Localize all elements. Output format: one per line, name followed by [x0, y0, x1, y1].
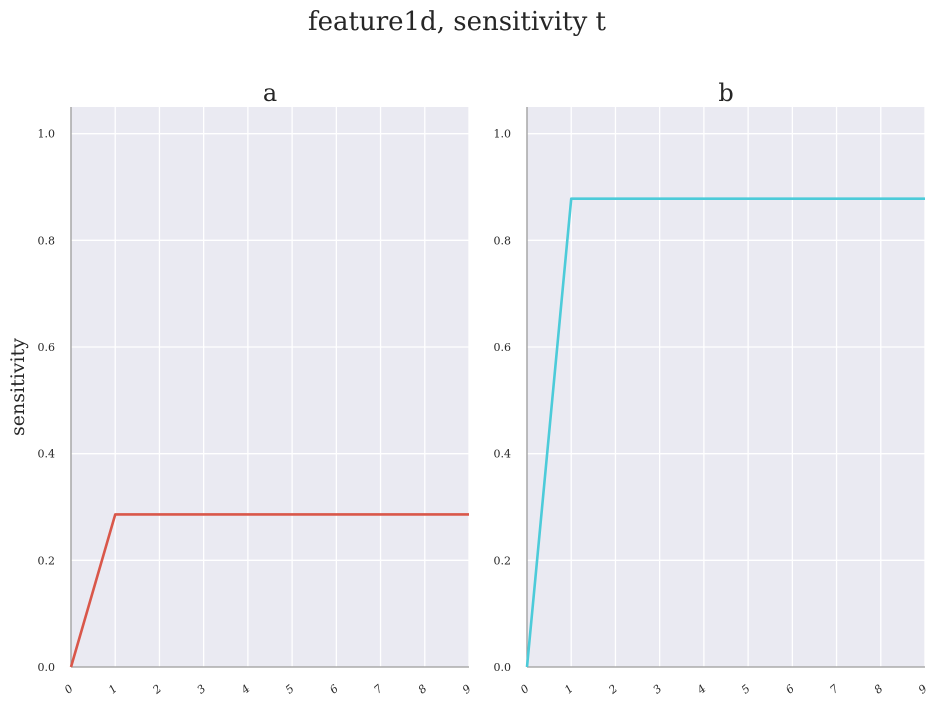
x-tick-label: 4 [238, 682, 252, 697]
figure-title: feature1d, sensitivity t [308, 7, 607, 37]
x-tick-label: 9 [460, 682, 474, 696]
y-tick-label: 0.0 [494, 661, 512, 674]
x-tick-label: 5 [739, 682, 753, 696]
y-tick-label: 0.6 [38, 341, 56, 354]
x-tick-label: 3 [195, 682, 209, 696]
y-tick-label: 0.2 [38, 554, 56, 567]
y-tick-label: 0.8 [38, 234, 56, 247]
y-tick-label: 1.0 [38, 128, 56, 141]
x-tick-label: 0 [62, 682, 76, 696]
x-tick-label: 3 [651, 682, 665, 696]
x-tick-label: 7 [371, 682, 385, 696]
y-axis-label: sensitivity [7, 338, 29, 436]
x-tick-label: 5 [283, 682, 297, 696]
y-tick-label: 0.2 [494, 554, 512, 567]
x-tick-label: 4 [694, 682, 708, 697]
x-tick-label: 7 [827, 682, 841, 696]
y-tick-label: 0.0 [38, 661, 56, 674]
series-line [69, 513, 469, 668]
y-tick-label: 0.6 [494, 341, 512, 354]
x-tick-label: 2 [606, 682, 620, 697]
panels: 0.0 0.2 0.4 0.6 0.8 1.0 0 1 2 3 4 5 6 7 8 9 a sensitivity… [7, 79, 930, 697]
x-tick-label: 0 [518, 682, 532, 696]
x-tick-label: 6 [327, 682, 341, 696]
series-line [525, 197, 925, 668]
panel-a: 0.0 0.2 0.4 0.6 0.8 1.0 0 1 2 3 4 5 6 7 8 9 a sensitivity [7, 79, 474, 697]
y-tick-label: 0.8 [494, 234, 512, 247]
y-tick-label: 0.4 [494, 448, 512, 461]
y-tick-label: 0.4 [38, 448, 56, 461]
x-tick-label: 8 [416, 682, 430, 696]
x-tick-label: 1 [562, 682, 576, 696]
panel-title: b [718, 79, 733, 107]
plot-background [527, 107, 925, 667]
x-tick-label: 8 [872, 682, 886, 696]
panel-b: 0.0 0.2 0.4 0.6 0.8 1.0 0 1 2 3 4 5 6 7 8 9 b [494, 79, 930, 697]
plot-background [71, 107, 469, 667]
x-tick-label: 1 [106, 682, 120, 696]
x-tick-label: 6 [783, 682, 797, 696]
y-tick-label: 1.0 [494, 128, 512, 141]
x-tick-label: 9 [916, 682, 930, 696]
panel-title: a [263, 79, 277, 107]
x-tick-label: 2 [150, 682, 164, 697]
